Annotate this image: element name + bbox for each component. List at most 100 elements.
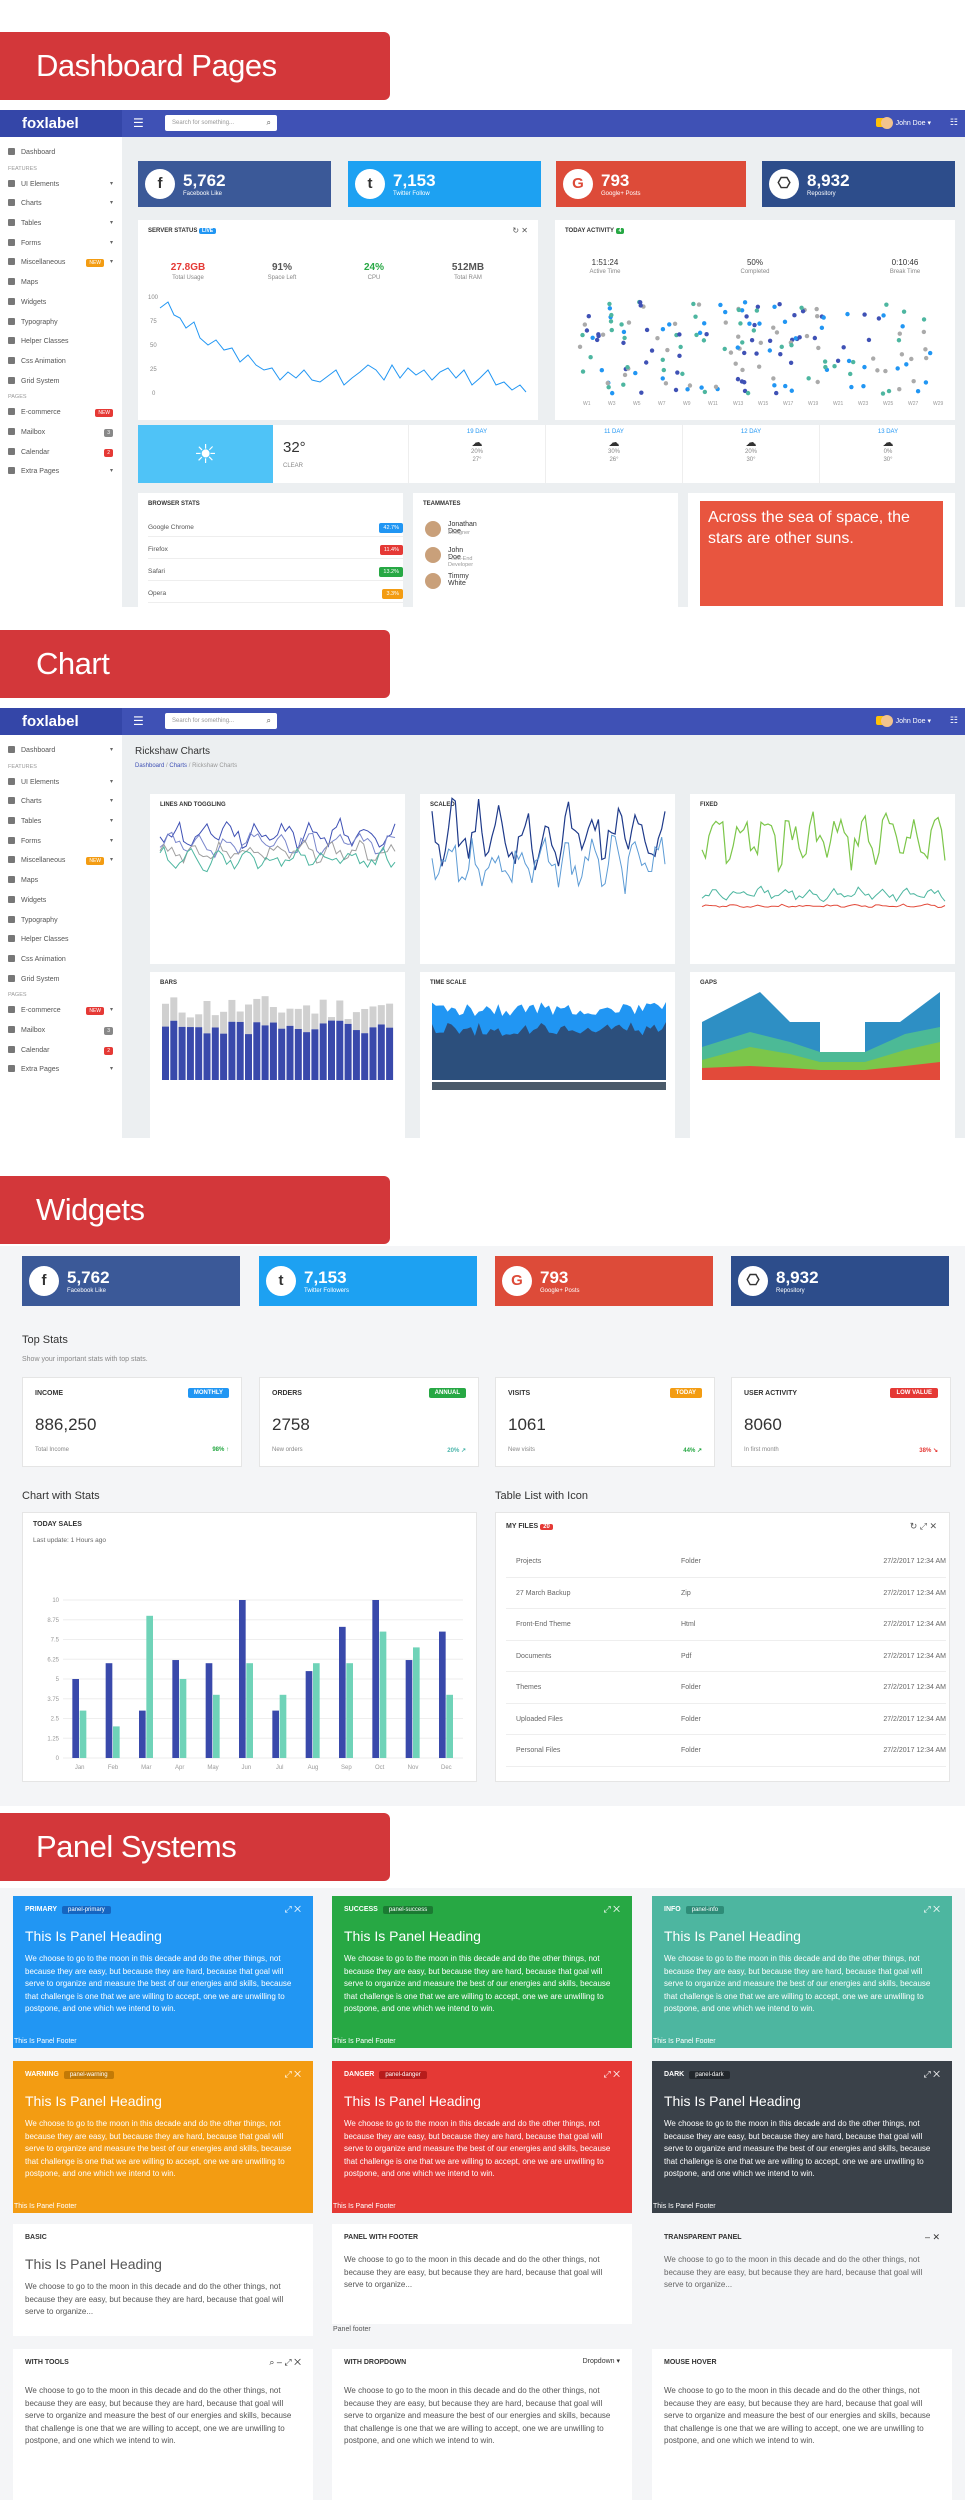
browser-stat-row: Firefox 11.4% [148,540,403,559]
bar [352,1030,360,1080]
sales-bar [113,1726,120,1758]
sidebar-item-helper-classes[interactable]: Helper Classes [0,930,122,950]
bar [386,1003,394,1028]
panel-tools-icons[interactable]: ⤢ ✕ [923,2069,940,2079]
sidebar-item-tables[interactable]: Tables ▾ [0,214,122,234]
repository-stat: ⎔ 8,932 Repository [731,1256,949,1306]
section-banner-chart: Chart [0,630,390,698]
sidebar-item-ui-elements[interactable]: UI Elements ▾ [0,773,122,793]
sidebar-item-extra-pages[interactable]: Extra Pages ▾ [0,1060,122,1080]
sidebar-item-grid-system[interactable]: Grid System [0,970,122,990]
sidebar-item-ecommerce[interactable]: E-commerce NEW [0,403,122,423]
scatter-point [677,353,682,359]
logo[interactable]: foxlabel [0,708,122,735]
bar [220,1033,228,1080]
panel-tools-icons[interactable]: ⤢ ✕ [603,2069,620,2079]
sidebar-item-grid-system[interactable]: Grid System [0,372,122,392]
scatter-point [921,329,927,335]
sidebar-item-typography[interactable]: Typography [0,313,122,333]
panel-tools-icons[interactable]: ⤢ ✕ [923,1904,940,1914]
sidebar-item-dashboard[interactable]: Dashboard [0,143,122,163]
search-icon[interactable]: ⌕ [266,716,271,725]
sales-bar [446,1694,453,1758]
notification-icon[interactable] [876,716,885,725]
file-row[interactable]: Themes Folder 27/2/2017 12:34 AM [506,1672,946,1704]
activity-scatter-chart: W1 W3 W5 W7 W9 W11 W13 W15 W17 W19 W21 W23 W25 W27 W29 [577,299,944,407]
sidebar-item-tables[interactable]: Tables ▾ [0,812,122,832]
sidebar-item-ecommerce[interactable]: E-commerce NEW ▾ [0,1001,122,1021]
scatter-point [687,383,693,388]
sidebar-item-maps[interactable]: Maps [0,871,122,891]
scatter-point [772,304,777,310]
pages-icon [8,467,15,475]
scatter-point [789,342,794,348]
notification-icon[interactable] [876,118,885,127]
hamburger-icon[interactable]: ☰ [133,116,144,130]
bar [245,1034,252,1080]
sidebar-item-dashboard[interactable]: Dashboard ▾ [0,741,122,761]
sidebar-item-mailbox[interactable]: Mailbox 3 [0,1021,122,1041]
facebook-stat: f 5,762 Facebook Like [138,161,331,207]
dropdown-button[interactable]: Dropdown ▾ [582,2358,620,2365]
file-row[interactable]: Uploaded Files Folder 27/2/2017 12:34 AM [506,1704,946,1735]
home-icon [8,148,15,155]
scatter-tick: W5 [633,401,641,407]
file-row[interactable]: Personal Files Folder 27/2/2017 12:34 AM [506,1735,946,1767]
user-menu[interactable]: John Doe ▾ [880,117,931,129]
user-menu[interactable]: John Doe ▾ [880,715,931,727]
scatter-point [702,389,708,395]
sidebar-item-mailbox[interactable]: Mailbox 3 [0,423,122,443]
sidebar-item-extra-pages[interactable]: Extra Pages ▾ [0,462,122,482]
search-input[interactable]: Search for something... ⌕ [165,713,277,729]
menu-toggle-icon[interactable]: ☷ [949,117,958,127]
file-row[interactable]: Front-End Theme Html 27/2/2017 12:34 AM [506,1609,946,1641]
search-icon[interactable]: ⌕ [266,118,271,127]
sidebar-item-widgets[interactable]: Widgets [0,891,122,911]
server-status-title: SERVER STATUS live [148,228,217,234]
scatter-tick: W9 [683,401,691,407]
file-tools-icons[interactable]: ↻ ⤢ ✕ [909,1521,937,1531]
sidebar-item-miscellaneous[interactable]: Miscellaneous NEW ▾ [0,851,122,871]
refresh-icon[interactable]: ↻ ✕ [512,226,528,235]
hamburger-icon[interactable]: ☰ [133,714,144,728]
file-row[interactable]: 27 March Backup Zip 27/2/2017 12:34 AM [506,1578,946,1609]
sidebar-item-maps[interactable]: Maps [0,273,122,293]
file-row[interactable]: Documents Pdf 27/2/2017 12:34 AM [506,1641,946,1672]
chart-series-line [159,831,396,859]
sidebar-item-css-animation[interactable]: Css Animation [0,352,122,372]
panel-tools-icons[interactable]: ⤢ ✕ [284,1904,301,1914]
menu-toggle-icon[interactable]: ☷ [949,715,958,725]
sidebar-item-css-animation[interactable]: Css Animation [0,950,122,970]
logo[interactable]: foxlabel [0,110,122,137]
sidebar-item-calendar[interactable]: Calendar 2 [0,443,122,463]
search-input[interactable]: Search for something... ⌕ [165,115,277,131]
bar [336,1020,344,1080]
range-slider[interactable] [432,1082,666,1090]
file-row[interactable]: Projects Folder 27/2/2017 12:34 AM [506,1546,946,1578]
scatter-point [675,370,680,375]
sidebar-item-helper-classes[interactable]: Helper Classes [0,332,122,352]
sidebar-item-widgets[interactable]: Widgets [0,293,122,313]
bar [211,1027,219,1080]
scatter-point [886,388,892,394]
sidebar-item-calendar[interactable]: Calendar 2 [0,1041,122,1061]
sidebar-item-miscellaneous[interactable]: Miscellaneous NEW ▾ [0,253,122,273]
sidebar-item-forms[interactable]: Forms ▾ [0,832,122,852]
sidebar-item-ui-elements[interactable]: UI Elements ▾ [0,175,122,195]
table-icon [8,219,15,227]
chart-series-line [701,811,946,874]
bar [311,1013,319,1030]
sidebar-header-pages: PAGES [8,394,27,401]
panel-tools-icons[interactable]: ‒ ✕ [924,2232,940,2242]
scatter-point [609,312,614,318]
scatter-point [767,348,773,353]
bar [220,1011,228,1034]
panel-tools-icons[interactable]: ⤢ ✕ [603,1904,620,1914]
scatter-point [788,360,794,366]
panel-tools-icons[interactable]: ⤢ ✕ [284,2069,301,2079]
sidebar-item-charts[interactable]: Charts ▾ [0,792,122,812]
panel-tools-icons[interactable]: ⌕ ‒ ⤢ ✕ [269,2357,301,2367]
sidebar-item-forms[interactable]: Forms ▾ [0,234,122,254]
sidebar-item-charts[interactable]: Charts ▾ [0,194,122,214]
sidebar-item-typography[interactable]: Typography [0,911,122,931]
